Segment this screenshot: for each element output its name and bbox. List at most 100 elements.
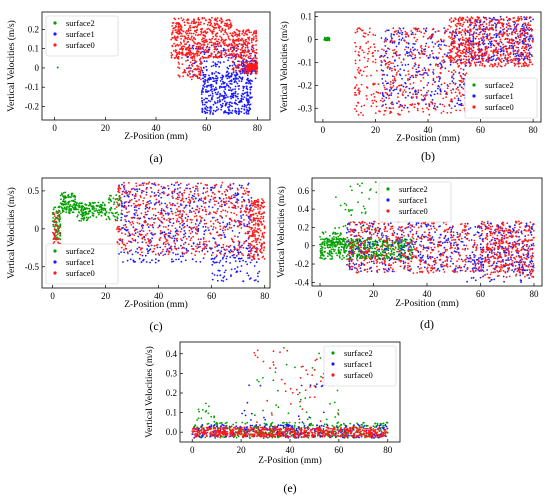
data-point bbox=[354, 59, 357, 62]
data-point bbox=[355, 45, 357, 48]
data-point bbox=[219, 222, 221, 225]
data-point bbox=[223, 255, 226, 257]
data-point bbox=[155, 258, 157, 260]
data-point bbox=[239, 69, 242, 72]
data-point bbox=[513, 23, 516, 26]
data-point bbox=[248, 67, 251, 70]
data-point bbox=[144, 219, 147, 222]
data-point bbox=[225, 260, 228, 263]
data-point bbox=[391, 69, 393, 72]
data-point bbox=[471, 22, 474, 24]
data-point bbox=[180, 204, 183, 207]
data-point bbox=[245, 111, 248, 113]
data-point bbox=[148, 207, 151, 210]
data-point bbox=[460, 86, 463, 89]
data-point bbox=[198, 23, 200, 26]
data-point bbox=[354, 94, 356, 96]
data-point bbox=[149, 248, 152, 251]
data-point bbox=[510, 44, 513, 47]
data-point bbox=[177, 247, 180, 250]
data-point bbox=[162, 243, 165, 245]
data-point bbox=[157, 260, 160, 262]
data-point bbox=[210, 41, 213, 44]
data-point bbox=[120, 200, 123, 202]
data-point bbox=[243, 241, 246, 243]
data-point bbox=[244, 66, 247, 69]
data-point bbox=[238, 32, 241, 35]
data-point bbox=[220, 86, 223, 88]
data-point bbox=[157, 189, 160, 192]
data-point bbox=[210, 225, 213, 228]
data-point bbox=[459, 38, 462, 40]
data-point bbox=[162, 254, 165, 257]
data-point bbox=[227, 35, 230, 38]
data-point bbox=[222, 102, 224, 105]
data-point bbox=[455, 87, 458, 90]
data-point bbox=[460, 67, 462, 70]
data-point bbox=[174, 18, 177, 21]
data-point bbox=[216, 97, 219, 99]
data-point bbox=[255, 44, 257, 46]
data-point bbox=[163, 218, 166, 221]
data-point bbox=[384, 91, 387, 94]
data-point bbox=[182, 71, 185, 74]
data-point bbox=[136, 241, 139, 244]
data-point bbox=[501, 57, 503, 60]
data-point bbox=[385, 96, 388, 99]
data-point bbox=[490, 44, 492, 47]
data-point bbox=[465, 40, 468, 43]
data-point bbox=[223, 253, 226, 256]
data-point bbox=[442, 56, 444, 58]
data-point bbox=[429, 35, 431, 38]
data-point bbox=[132, 226, 135, 229]
data-point bbox=[234, 85, 237, 88]
data-point bbox=[500, 31, 502, 33]
data-point bbox=[204, 90, 207, 93]
data-point bbox=[186, 21, 189, 24]
data-point bbox=[245, 30, 247, 33]
data-point bbox=[213, 258, 215, 260]
data-point bbox=[405, 46, 408, 48]
data-point bbox=[454, 29, 457, 31]
data-point bbox=[234, 260, 237, 262]
data-point bbox=[119, 196, 122, 199]
data-point bbox=[492, 55, 495, 58]
data-point bbox=[392, 103, 395, 106]
data-point bbox=[108, 212, 110, 214]
data-point bbox=[389, 107, 392, 110]
data-point bbox=[230, 211, 233, 214]
data-point bbox=[497, 44, 500, 46]
data-point bbox=[409, 91, 411, 94]
data-point bbox=[163, 241, 166, 244]
data-point bbox=[216, 279, 219, 282]
data-point bbox=[211, 263, 214, 266]
data-point bbox=[516, 62, 519, 65]
data-point bbox=[140, 196, 142, 199]
data-point bbox=[530, 16, 532, 19]
data-point bbox=[242, 259, 245, 262]
data-point bbox=[460, 58, 463, 60]
data-point bbox=[434, 43, 437, 45]
data-point bbox=[211, 90, 214, 93]
data-point bbox=[124, 215, 127, 218]
data-point bbox=[514, 59, 517, 62]
data-point bbox=[427, 90, 430, 92]
data-point bbox=[497, 62, 500, 65]
data-point bbox=[193, 226, 196, 229]
data-point bbox=[511, 31, 514, 33]
data-point bbox=[187, 196, 190, 199]
data-point bbox=[228, 89, 231, 91]
x-tick-label: 0 bbox=[321, 125, 326, 135]
data-point bbox=[229, 87, 232, 89]
data-point bbox=[245, 61, 248, 64]
data-point bbox=[220, 184, 223, 187]
data-point bbox=[122, 261, 124, 263]
data-point bbox=[199, 70, 201, 72]
x-axis-label: Z-Position (mm) bbox=[124, 131, 188, 142]
data-point bbox=[439, 90, 442, 93]
data-point bbox=[187, 250, 190, 252]
data-point bbox=[513, 44, 516, 47]
data-point bbox=[173, 239, 176, 242]
data-point bbox=[94, 210, 97, 212]
